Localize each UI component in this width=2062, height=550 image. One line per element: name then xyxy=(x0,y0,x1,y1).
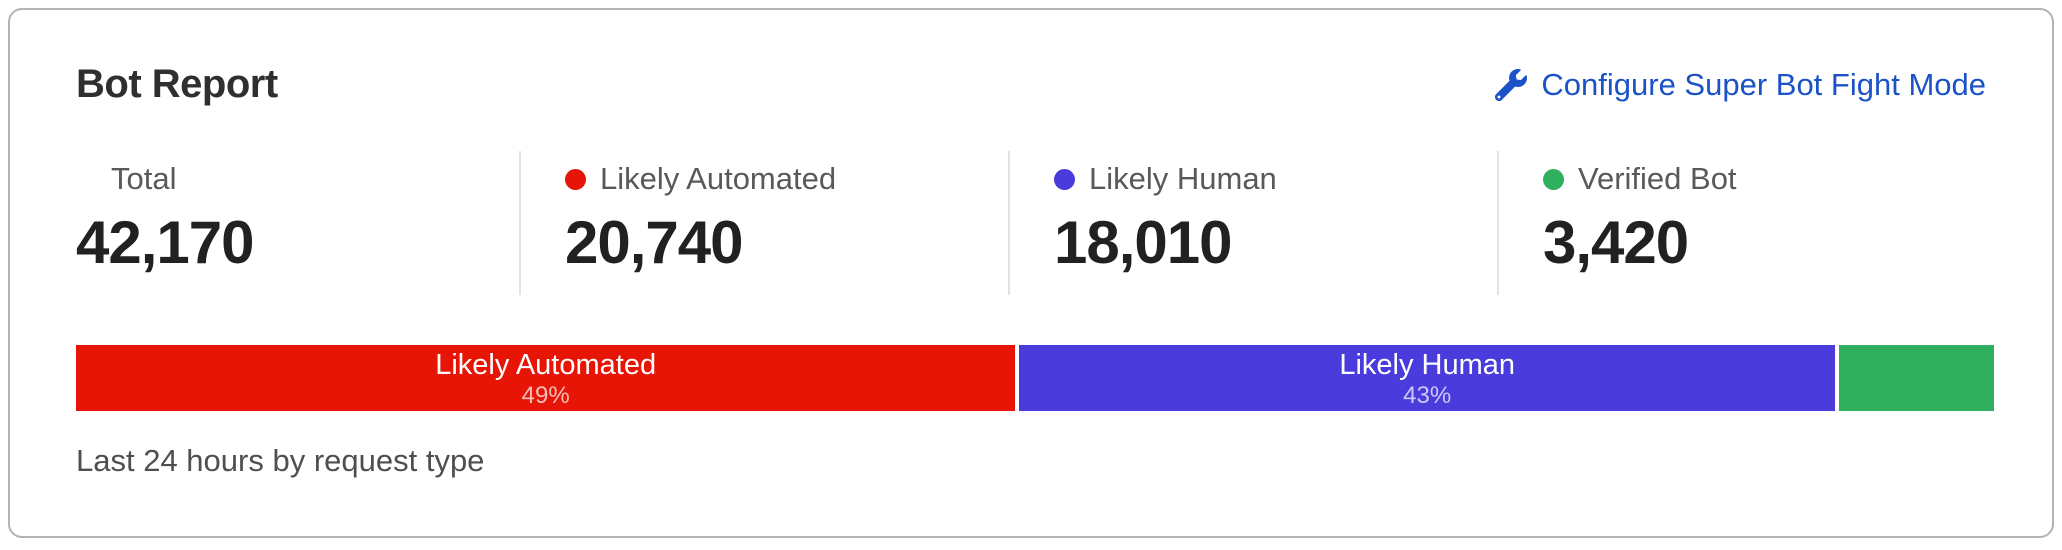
verified-bot-dot-icon xyxy=(1543,168,1564,190)
segment-label: Likely Automated xyxy=(435,348,657,381)
configure-super-bot-fight-mode-link[interactable]: Configure Super Bot Fight Mode xyxy=(1495,67,1986,103)
chart-caption: Last 24 hours by request type xyxy=(76,443,485,478)
segment-percent: 43% xyxy=(1403,381,1452,409)
stat-value: 3,420 xyxy=(1543,209,1689,276)
stat-label: Total xyxy=(111,161,177,196)
segment-percent: 49% xyxy=(521,381,570,409)
stat-likely-human: Likely Human 18,010 xyxy=(1008,151,1497,295)
bar-segment-likely-human: Likely Human 43% xyxy=(1019,345,1836,411)
likely-automated-dot-icon xyxy=(565,168,586,190)
stat-value: 18,010 xyxy=(1054,209,1233,276)
bar-segment-likely-automated: Likely Automated 49% xyxy=(76,345,1016,411)
stat-value: 20,740 xyxy=(565,209,744,276)
wrench-icon xyxy=(1495,68,1528,101)
stat-verified-bot: Verified Bot 3,420 xyxy=(1497,151,1986,295)
card-title: Bot Report xyxy=(76,62,278,106)
stat-label: Likely Human xyxy=(1089,161,1277,196)
stat-likely-automated: Likely Automated 20,740 xyxy=(519,151,1008,295)
bot-report-card: Bot Report Configure Super Bot Fight Mod… xyxy=(8,8,2054,538)
stat-label: Likely Automated xyxy=(600,161,837,196)
stat-label: Verified Bot xyxy=(1578,161,1737,196)
segment-label: Likely Human xyxy=(1339,348,1516,381)
card-header: Bot Report Configure Super Bot Fight Mod… xyxy=(76,62,1986,107)
stacked-bar-chart: Likely Automated 49% Likely Human 43% xyxy=(76,345,1994,411)
configure-link-label: Configure Super Bot Fight Mode xyxy=(1541,66,1986,102)
likely-human-dot-icon xyxy=(1054,168,1075,190)
stat-value: 42,170 xyxy=(76,209,255,276)
stats-row: Total 42,170 Likely Automated 20,740 Lik… xyxy=(76,151,1986,295)
bar-segment-verified-bot xyxy=(1839,345,1994,411)
stat-total: Total 42,170 xyxy=(76,151,519,295)
